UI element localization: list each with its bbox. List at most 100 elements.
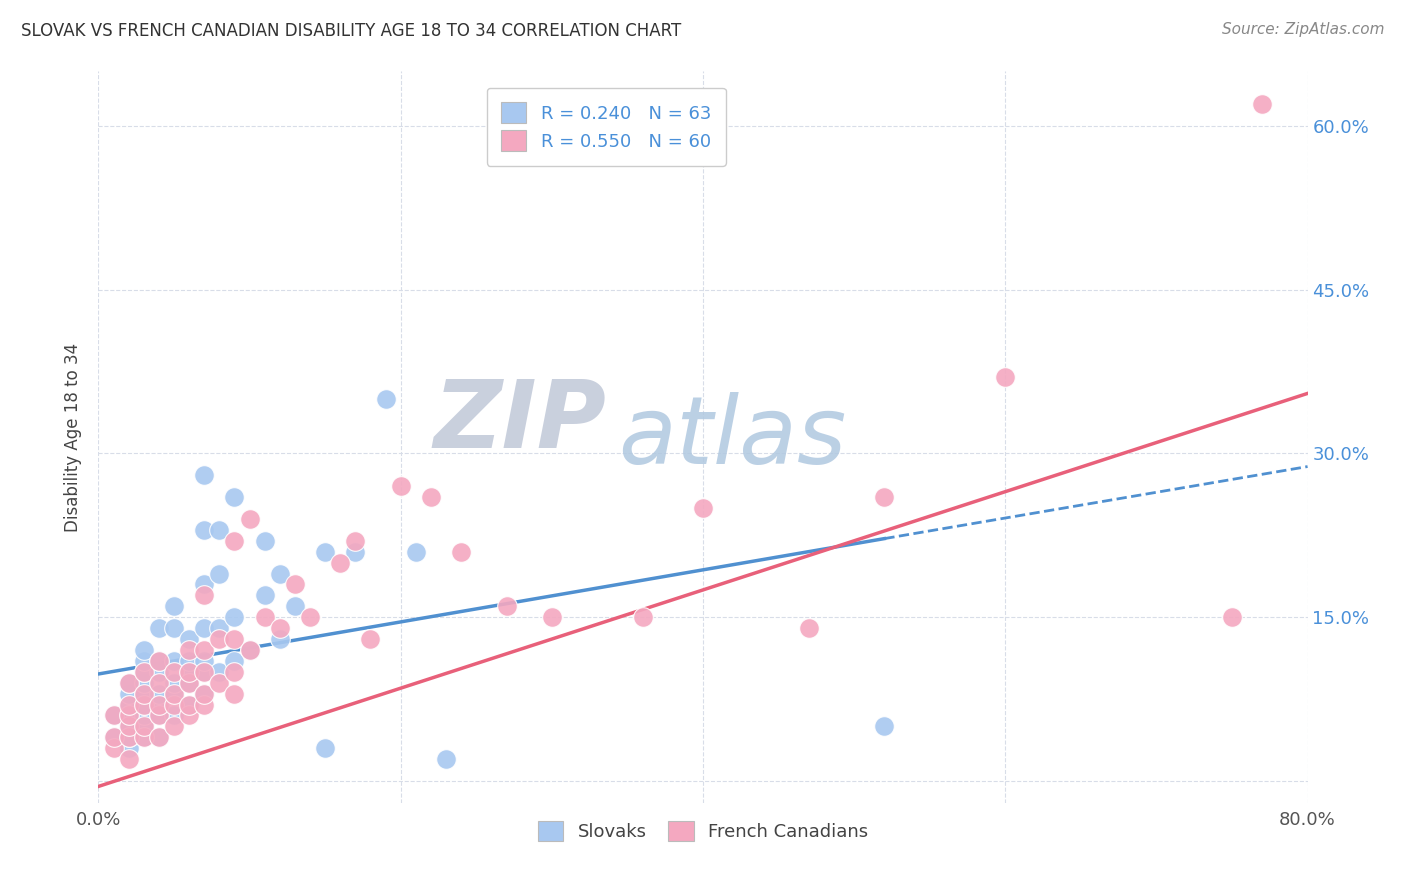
Point: [148, 654, 170, 668]
Point: [118, 752, 141, 766]
Point: [163, 599, 186, 614]
Point: [132, 687, 155, 701]
Point: [103, 741, 125, 756]
Point: [208, 523, 231, 537]
Point: [132, 654, 155, 668]
Point: [208, 675, 231, 690]
Point: [163, 708, 186, 723]
Point: [163, 687, 186, 701]
Point: [631, 610, 654, 624]
Point: [873, 719, 896, 733]
Point: [148, 731, 170, 745]
Point: [193, 577, 215, 591]
Point: [224, 687, 246, 701]
Point: [239, 643, 262, 657]
Point: [179, 708, 201, 723]
Point: [193, 687, 215, 701]
Point: [253, 610, 276, 624]
Point: [118, 741, 141, 756]
Point: [118, 719, 141, 733]
Legend: Slovaks, French Canadians: Slovaks, French Canadians: [530, 814, 876, 848]
Point: [148, 698, 170, 712]
Point: [163, 698, 186, 712]
Point: [208, 665, 231, 679]
Point: [132, 687, 155, 701]
Point: [193, 698, 215, 712]
Point: [495, 599, 517, 614]
Point: [132, 675, 155, 690]
Point: [132, 719, 155, 733]
Point: [314, 545, 336, 559]
Point: [299, 610, 322, 624]
Point: [420, 490, 443, 504]
Point: [148, 687, 170, 701]
Point: [148, 621, 170, 635]
Point: [224, 490, 246, 504]
Text: SLOVAK VS FRENCH CANADIAN DISABILITY AGE 18 TO 34 CORRELATION CHART: SLOVAK VS FRENCH CANADIAN DISABILITY AGE…: [21, 22, 682, 40]
Point: [239, 643, 262, 657]
Point: [253, 588, 276, 602]
Point: [224, 654, 246, 668]
Point: [103, 708, 125, 723]
Point: [103, 731, 125, 745]
Point: [450, 545, 472, 559]
Point: [148, 654, 170, 668]
Point: [148, 698, 170, 712]
Point: [193, 665, 215, 679]
Point: [148, 675, 170, 690]
Point: [797, 621, 820, 635]
Point: [208, 566, 231, 581]
Point: [284, 577, 307, 591]
Point: [118, 675, 141, 690]
Point: [193, 621, 215, 635]
Point: [389, 479, 412, 493]
Point: [132, 731, 155, 745]
Point: [118, 708, 141, 723]
Point: [193, 665, 215, 679]
Point: [132, 698, 155, 712]
Point: [163, 687, 186, 701]
Point: [284, 599, 307, 614]
Point: [179, 675, 201, 690]
Point: [314, 741, 336, 756]
Point: [148, 665, 170, 679]
Point: [118, 687, 141, 701]
Point: [132, 665, 155, 679]
Point: [179, 654, 201, 668]
Point: [118, 731, 141, 745]
Point: [118, 731, 141, 745]
Point: [224, 610, 246, 624]
Point: [193, 687, 215, 701]
Point: [132, 731, 155, 745]
Point: [193, 588, 215, 602]
Point: [163, 719, 186, 733]
Point: [118, 698, 141, 712]
Point: [193, 468, 215, 483]
Text: ZIP: ZIP: [433, 376, 606, 468]
Point: [374, 392, 396, 406]
Point: [163, 675, 186, 690]
Point: [103, 708, 125, 723]
Text: atlas: atlas: [619, 392, 846, 483]
Point: [179, 643, 201, 657]
Point: [132, 665, 155, 679]
Point: [269, 621, 291, 635]
Point: [179, 698, 201, 712]
Point: [239, 512, 262, 526]
Point: [994, 370, 1017, 384]
Point: [132, 643, 155, 657]
Point: [148, 708, 170, 723]
Point: [269, 566, 291, 581]
Point: [193, 654, 215, 668]
Point: [224, 665, 246, 679]
Point: [540, 610, 562, 624]
Point: [118, 719, 141, 733]
Point: [148, 708, 170, 723]
Point: [179, 698, 201, 712]
Point: [132, 719, 155, 733]
Point: [253, 533, 276, 548]
Point: [179, 665, 201, 679]
Point: [163, 654, 186, 668]
Point: [1251, 97, 1274, 112]
Point: [1220, 610, 1243, 624]
